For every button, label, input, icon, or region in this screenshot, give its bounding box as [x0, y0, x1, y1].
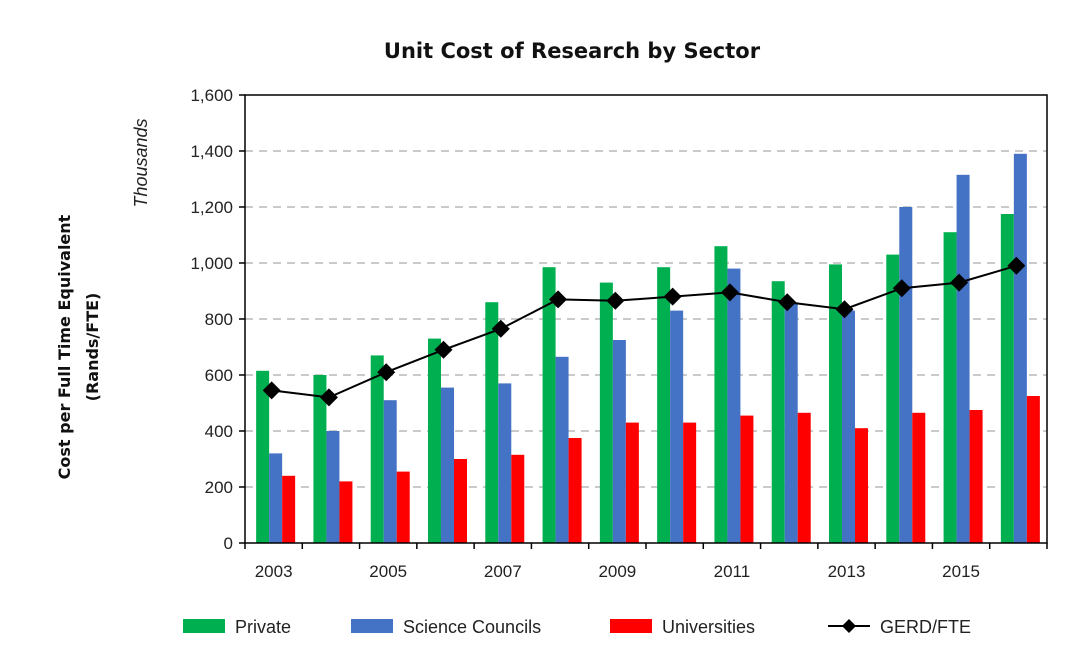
bar-private: [714, 246, 728, 543]
bar-science-councils: [956, 174, 970, 544]
bar-private: [313, 375, 327, 543]
marker-gerd-fte: [549, 290, 568, 309]
line-gerd-fte: [271, 264, 1017, 399]
bar-science-councils: [498, 383, 512, 543]
marker-gerd-fte: [835, 300, 854, 319]
bar-science-councils: [842, 310, 855, 543]
x-tick-label: 2015: [942, 562, 980, 581]
y-tick-label: 400: [205, 422, 233, 441]
bars: [256, 153, 1040, 544]
bar-universities: [969, 410, 983, 543]
bar-private: [1000, 214, 1014, 543]
marker-gerd-fte: [262, 381, 281, 400]
legend-label: Universities: [662, 617, 755, 637]
y-tick-label: 1,200: [190, 198, 233, 217]
bar-universities: [396, 471, 410, 543]
marker-gerd-fte: [377, 363, 396, 382]
axes: [244, 94, 1048, 544]
bar-universities: [683, 422, 697, 543]
marker-gerd-fte: [606, 291, 625, 310]
y-tick-label: 0: [224, 534, 233, 553]
bar-private: [428, 338, 441, 543]
marker-gerd-fte: [319, 388, 338, 407]
bar-universities: [797, 412, 811, 543]
gridlines: [245, 150, 1047, 488]
bar-private: [485, 302, 499, 543]
bar-science-councils: [555, 356, 569, 543]
x-ticks: 2003 2005 2007 2009 2011 2013 2015: [244, 543, 1048, 581]
bar-private: [771, 281, 785, 543]
bar-universities: [855, 428, 868, 543]
legend-swatch: [610, 619, 652, 633]
y-axis-label-line2: (Rands/FTE): [83, 293, 102, 402]
marker-gerd-fte: [892, 279, 911, 298]
legend-label: Science Councils: [403, 617, 541, 637]
bar-science-councils: [269, 453, 283, 543]
x-tick-label: 2007: [484, 562, 522, 581]
bar-private: [256, 370, 270, 543]
marker-gerd-fte: [1007, 256, 1026, 275]
bar-universities: [568, 438, 582, 543]
y-tick-label: 200: [205, 478, 233, 497]
x-tick-label: 2011: [714, 562, 751, 581]
y-tick-label: 1,000: [190, 254, 233, 273]
y-ticks: 0 200 400 600 800 1,000 1,200 1,400 1,600: [190, 86, 245, 553]
bar-universities: [339, 481, 353, 543]
bar-science-councils: [1013, 153, 1027, 544]
bar-science-councils: [784, 302, 798, 543]
marker-gerd-fte: [663, 287, 682, 306]
bar-science-councils: [899, 207, 913, 543]
legend-marker: [842, 619, 856, 633]
bar-universities: [625, 422, 639, 543]
bar-universities: [454, 459, 467, 543]
bar-private: [370, 355, 384, 543]
marker-gerd-fte: [434, 340, 453, 359]
bar-private: [886, 254, 900, 543]
legend-label: GERD/FTE: [880, 617, 971, 637]
y-axis-label: Cost per Full Time Equivalent (Rands/FTE…: [55, 214, 102, 479]
bar-private: [943, 232, 957, 543]
x-tick-label: 2009: [598, 562, 636, 581]
legend-label: Private: [235, 617, 291, 637]
x-tick-label: 2013: [828, 562, 866, 581]
x-tick-label: 2005: [369, 562, 407, 581]
bar-private: [599, 282, 613, 543]
bar-private: [542, 267, 556, 543]
y-tick-label: 800: [205, 310, 233, 329]
y-units-label: Thousands: [131, 118, 151, 207]
bar-science-councils: [727, 268, 741, 543]
bar-science-councils: [441, 387, 454, 543]
bar-science-councils: [383, 400, 397, 543]
marker-gerd-fte: [720, 283, 739, 302]
bar-private: [657, 267, 671, 543]
legend-swatch: [351, 619, 393, 633]
marker-gerd-fte: [950, 273, 969, 292]
plot-frame: [244, 94, 1048, 544]
bar-universities: [282, 475, 296, 543]
bar-universities: [511, 454, 525, 543]
bar-science-councils: [326, 431, 340, 543]
marker-gerd-fte: [491, 319, 510, 338]
y-axis-label-line1: Cost per Full Time Equivalent: [55, 214, 74, 479]
legend-swatch: [183, 619, 225, 633]
y-tick-label: 1,400: [190, 142, 233, 161]
bar-science-councils: [670, 310, 684, 543]
marker-gerd-fte: [778, 293, 797, 312]
gerd-line: [262, 256, 1026, 407]
y-tick-label: 600: [205, 366, 233, 385]
legend: Private Science Councils Universities GERD/…: [183, 617, 971, 637]
bar-universities: [912, 412, 926, 543]
bar-universities: [740, 415, 754, 543]
bar-science-councils: [612, 340, 626, 543]
bar-universities: [1026, 396, 1040, 543]
chart-title: Unit Cost of Research by Sector: [384, 39, 761, 63]
bar-private: [829, 264, 842, 543]
x-tick-label: 2003: [255, 562, 293, 581]
y-tick-label: 1,600: [190, 86, 233, 105]
